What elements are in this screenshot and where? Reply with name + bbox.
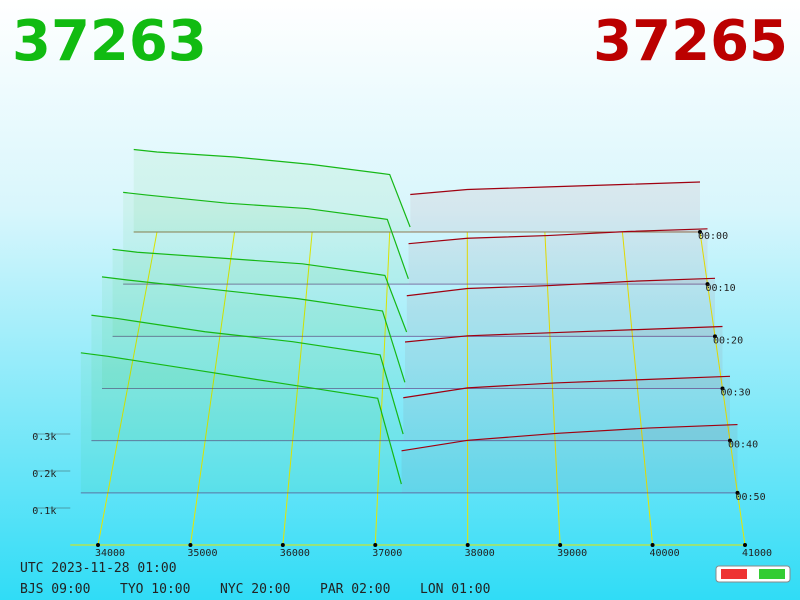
time-tick-label: 00:50: [736, 492, 766, 503]
asks-area: [401, 424, 738, 493]
axis-labels: 34000 35000 36000 37000 38000 39000 40000 41000…: [32, 230, 772, 559]
x-tick-label: 37000: [372, 548, 402, 559]
bids-area: [80, 352, 402, 493]
asks-line: [404, 325, 723, 343]
timezone: PAR 02:00: [320, 582, 390, 597]
time-tick-label: 00:40: [728, 440, 758, 451]
x-tick: [465, 543, 470, 547]
asks-line: [406, 277, 716, 297]
time-tick: [705, 282, 710, 287]
x-tick: [96, 543, 100, 547]
x-tick: [743, 543, 747, 547]
bid-price: 37263: [12, 9, 207, 74]
time-tick-label: 00:30: [721, 388, 751, 399]
time-tick: [728, 438, 732, 443]
timezone: NYC 20:00: [220, 582, 290, 597]
timezone: LON 01:00: [420, 582, 490, 597]
time-tick: [713, 334, 717, 339]
z-tick-label: 0.1k: [32, 506, 56, 517]
x-tick-label: 40000: [650, 548, 680, 559]
x-tick-label: 41000: [742, 548, 772, 559]
bids-line: [91, 314, 404, 435]
asks-line: [401, 423, 738, 452]
depth-surface: [80, 148, 738, 494]
asks-area: [406, 278, 715, 337]
glasses-icon: [715, 565, 791, 583]
x-tick: [280, 543, 285, 547]
asks-line: [408, 228, 708, 245]
x-tick-label: 39000: [557, 548, 587, 559]
bids-area: [112, 249, 407, 337]
bids-line: [80, 352, 402, 485]
time-tick-label: 00:10: [706, 283, 736, 294]
timezone: TYO 10:00: [120, 582, 190, 597]
asks-line: [403, 375, 731, 399]
x-tick-label: 34000: [95, 548, 125, 559]
x-tick-label: 36000: [280, 548, 310, 559]
time-tick: [735, 490, 740, 495]
bids-line: [112, 248, 408, 333]
asks-line: [410, 181, 701, 196]
asks-area: [410, 182, 700, 232]
bids-line: [101, 276, 406, 383]
bids-area: [102, 276, 405, 389]
ask-price: 37265: [593, 9, 788, 74]
asks-area: [405, 326, 723, 389]
time-tick: [698, 230, 702, 234]
x-tick: [558, 543, 563, 547]
asks-area: [403, 376, 730, 441]
bids-area: [133, 149, 411, 232]
x-tick-label: 38000: [465, 548, 495, 559]
time-tick-label: 00:20: [713, 335, 743, 346]
x-tick-label: 35000: [187, 548, 217, 559]
bids-line: [133, 148, 411, 228]
timezones: BJS 09:00 TYO 10:00 NYC 20:00 PAR 02:00 LON …: [20, 582, 490, 597]
time-tick-label: 00:00: [698, 231, 728, 242]
timezone: BJS 09:00: [20, 582, 90, 597]
x-tick: [373, 543, 378, 547]
bids-line: [123, 191, 409, 279]
x-tick: [650, 543, 655, 547]
bids-area: [123, 192, 409, 285]
asks-area: [408, 228, 708, 285]
z-tick-label: 0.2k: [32, 469, 56, 480]
x-tick: [188, 543, 193, 547]
time-tick: [720, 386, 725, 391]
z-tick-label: 0.3k: [32, 432, 56, 443]
utc-time: UTC 2023-11-28 01:00: [20, 561, 177, 576]
